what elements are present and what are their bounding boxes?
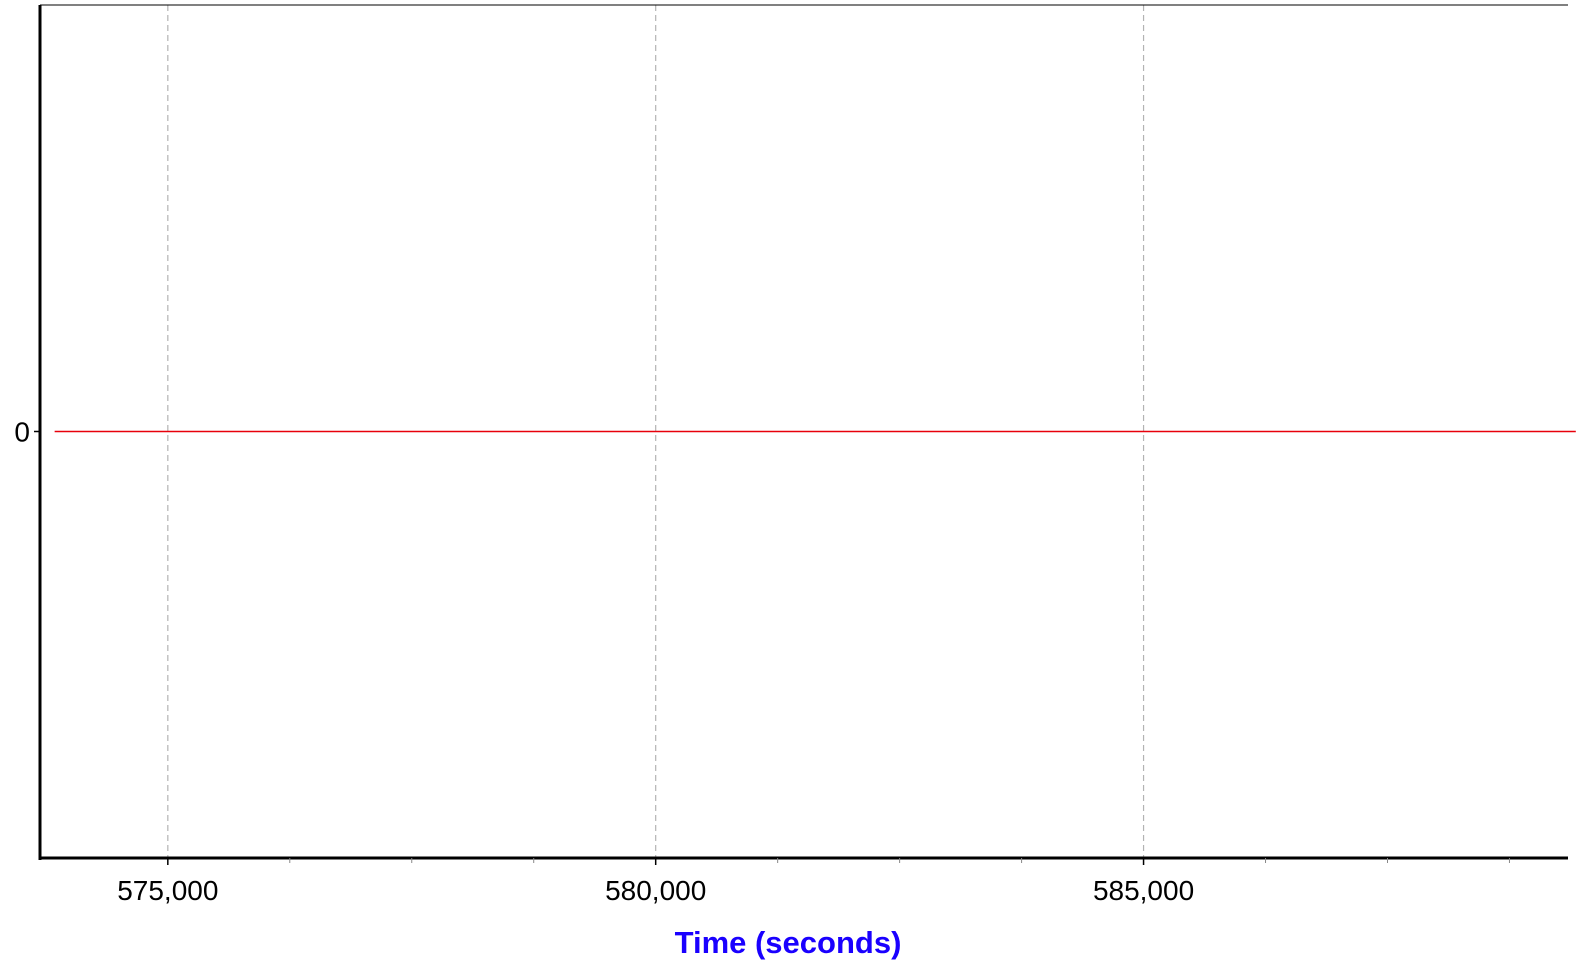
grid-lines <box>167 5 1145 858</box>
x-tick-label: 580,000 <box>605 875 706 906</box>
tick-marks <box>34 430 1510 865</box>
y-tick-label: 0 <box>14 417 30 448</box>
axes <box>38 4 1568 860</box>
tick-labels: 575,000 580,000 585,000 0 <box>14 417 1194 907</box>
x-tick-label: 575,000 <box>117 875 218 906</box>
x-axis-title: Time (seconds) <box>675 925 902 960</box>
x-tick-label: 585,000 <box>1093 875 1194 906</box>
